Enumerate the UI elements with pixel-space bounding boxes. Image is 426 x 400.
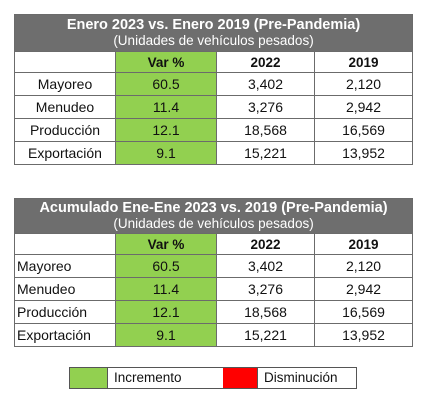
var-cell: 12.1 [115, 300, 217, 324]
column-header-label [14, 51, 116, 73]
value-2019: 2,942 [313, 277, 414, 301]
var-cell: 9.1 [115, 141, 217, 165]
table-monthly: Enero 2023 vs. Enero 2019 (Pre-Pandemia)… [14, 14, 413, 165]
value-2022: 18,568 [216, 118, 315, 142]
row-label: Mayoreo [14, 254, 116, 278]
table-row: Mayoreo 60.5 3,402 2,120 [14, 72, 413, 96]
value-2019: 16,569 [314, 118, 413, 142]
value-2019: 2,942 [314, 95, 413, 119]
row-label: Producción [14, 118, 116, 142]
value-2019: 16,569 [313, 300, 414, 324]
column-header-row: Var % 2022 2019 [14, 51, 413, 73]
table-header: Enero 2023 vs. Enero 2019 (Pre-Pandemia)… [14, 14, 413, 52]
column-header-var: Var % [115, 51, 217, 73]
column-header-2022: 2022 [216, 51, 315, 73]
column-header-var: Var % [115, 233, 217, 255]
value-2022: 15,221 [216, 141, 315, 165]
var-cell: 60.5 [115, 254, 217, 278]
table-subtitle: (Unidades de vehículos pesados) [113, 216, 314, 231]
legend-decrease: Disminución [223, 367, 357, 389]
row-label: Menudeo [14, 95, 116, 119]
value-2019: 13,952 [314, 141, 413, 165]
legend-swatch-green [70, 368, 108, 388]
table-row: Exportación 9.1 15,221 13,952 [14, 141, 413, 165]
value-2022: 18,568 [216, 300, 315, 324]
value-2019: 2,120 [314, 72, 413, 96]
column-header-row: Var % 2022 2019 [14, 233, 414, 255]
var-cell: 60.5 [115, 72, 217, 96]
value-2022: 3,402 [216, 72, 315, 96]
value-2022: 3,276 [216, 95, 315, 119]
row-label: Mayoreo [14, 72, 116, 96]
column-header-2019: 2019 [313, 233, 414, 255]
table-cumulative: Acumulado Ene-Ene 2023 vs. 2019 (Pre-Pan… [13, 198, 414, 347]
var-cell: 11.4 [115, 95, 217, 119]
column-header-2019: 2019 [314, 51, 413, 73]
table-header: Acumulado Ene-Ene 2023 vs. 2019 (Pre-Pan… [13, 198, 414, 234]
table-row: Mayoreo 60.5 3,402 2,120 [14, 254, 414, 278]
value-2022: 3,402 [216, 254, 315, 278]
var-cell: 12.1 [115, 118, 217, 142]
table-title: Acumulado Ene-Ene 2023 vs. 2019 (Pre-Pan… [39, 200, 388, 216]
row-label: Menudeo [14, 277, 116, 301]
row-label: Exportación [14, 323, 116, 347]
row-label: Exportación [14, 141, 116, 165]
value-2022: 15,221 [216, 323, 315, 347]
table-subtitle: (Unidades de vehículos pesados) [113, 33, 314, 48]
value-2022: 3,276 [216, 277, 315, 301]
table-row: Menudeo 11.4 3,276 2,942 [14, 277, 414, 301]
var-cell: 9.1 [115, 323, 217, 347]
legend-swatch-red [223, 368, 258, 388]
column-header-label [14, 233, 116, 255]
column-header-2022: 2022 [216, 233, 315, 255]
table-row: Producción 12.1 18,568 16,569 [14, 300, 414, 324]
var-cell: 11.4 [115, 277, 217, 301]
value-2019: 13,952 [313, 323, 414, 347]
table-title: Enero 2023 vs. Enero 2019 (Pre-Pandemia) [66, 17, 361, 33]
legend-increment: Incremento [69, 367, 225, 389]
legend-decrease-label: Disminución [264, 370, 338, 385]
table-row: Exportación 9.1 15,221 13,952 [14, 323, 414, 347]
value-2019: 2,120 [313, 254, 414, 278]
table-row: Menudeo 11.4 3,276 2,942 [14, 95, 413, 119]
legend-increment-label: Incremento [114, 370, 182, 385]
table-row: Producción 12.1 18,568 16,569 [14, 118, 413, 142]
row-label: Producción [14, 300, 116, 324]
